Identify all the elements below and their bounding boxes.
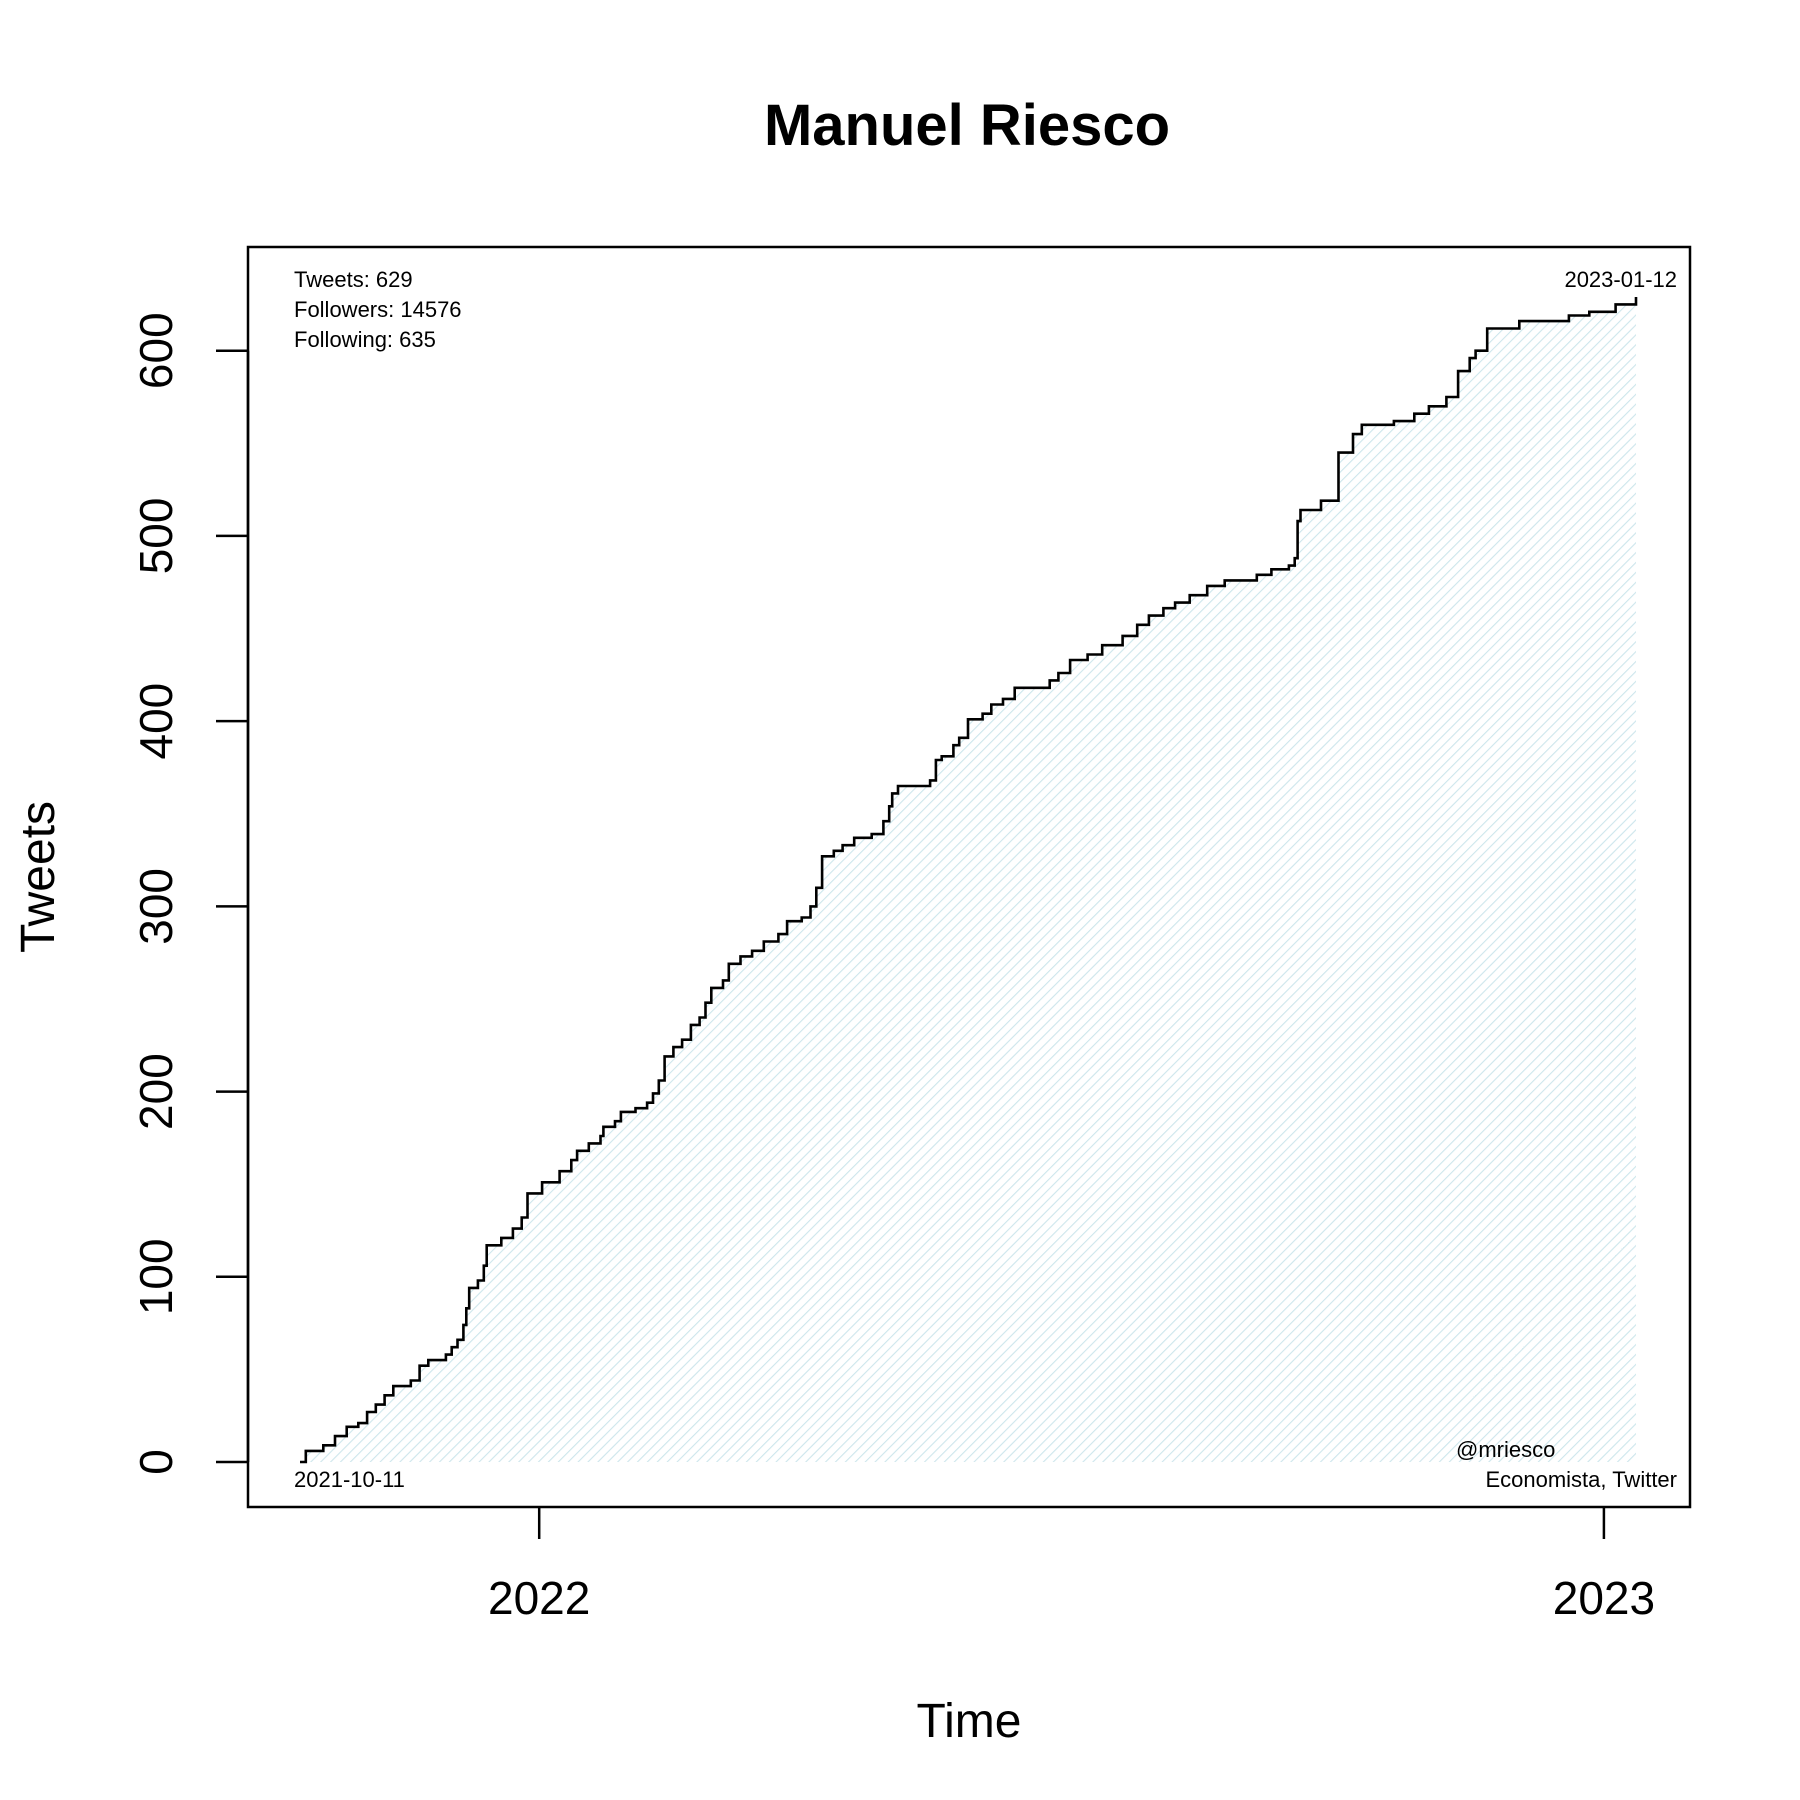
y-tick-label: 100: [130, 1238, 182, 1315]
y-axis-title: Tweets: [12, 801, 65, 953]
y-axis: 0 100 200 300 400 500 600: [130, 312, 250, 1475]
handle-annotation: @mriesco: [1456, 1437, 1555, 1462]
y-tick-label: 400: [130, 683, 182, 760]
chart-title: Manuel Riesco: [764, 93, 1170, 158]
line-layer: [300, 297, 1638, 1464]
y-tick-label: 0: [130, 1449, 182, 1475]
following-annotation: Following: 635: [294, 327, 436, 352]
bio-annotation: Economista, Twitter: [1485, 1467, 1677, 1492]
x-axis-title: Time: [917, 1695, 1022, 1748]
followers-annotation: Followers: 14576: [294, 297, 462, 322]
cumulative-tweets-line: [300, 297, 1638, 1464]
start-date-annotation: 2021-10-11: [294, 1467, 405, 1492]
x-axis: 2022 2023: [488, 1507, 1655, 1624]
x-tick-label: 2023: [1553, 1572, 1655, 1624]
tweet-count-annotation: Tweets: 629: [294, 267, 413, 292]
end-date-annotation: 2023-01-12: [1564, 267, 1677, 292]
cumulative-area-fill: [300, 297, 1636, 1462]
y-tick-label: 500: [130, 498, 182, 575]
y-tick-label: 300: [130, 868, 182, 945]
y-tick-label: 600: [130, 312, 182, 389]
y-tick-label: 200: [130, 1053, 182, 1130]
area-fill-layer: [300, 297, 1636, 1462]
x-tick-label: 2022: [488, 1572, 590, 1624]
